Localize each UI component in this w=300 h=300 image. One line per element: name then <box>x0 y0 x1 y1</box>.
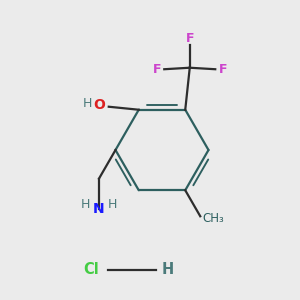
Text: CH₃: CH₃ <box>203 212 224 225</box>
Text: F: F <box>152 63 161 76</box>
Text: N: N <box>93 202 105 216</box>
Text: F: F <box>185 32 194 45</box>
Text: F: F <box>218 63 227 76</box>
Text: H: H <box>108 198 117 211</box>
Text: H: H <box>83 97 92 110</box>
Text: H: H <box>81 198 90 211</box>
Text: Cl: Cl <box>83 262 99 278</box>
Text: H: H <box>162 262 174 278</box>
Text: O: O <box>93 98 105 112</box>
